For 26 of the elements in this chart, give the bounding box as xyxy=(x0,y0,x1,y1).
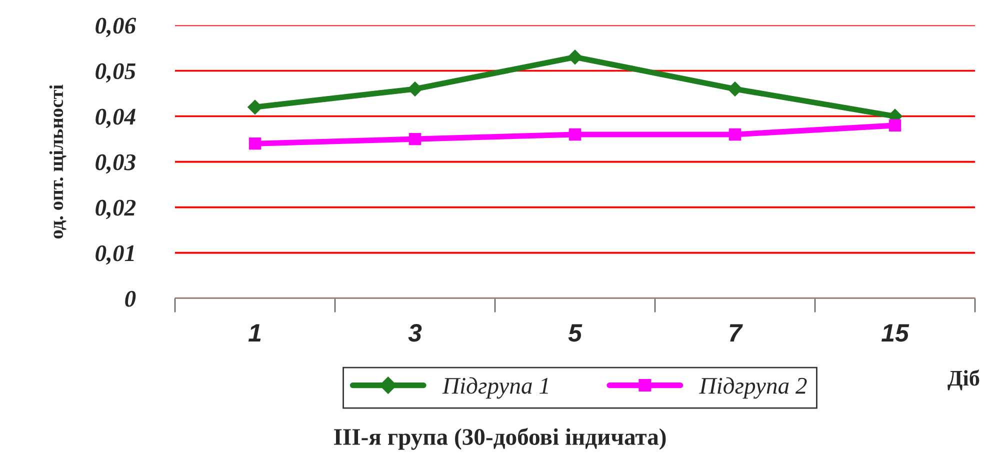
x-tick-label: 5 xyxy=(568,324,582,342)
point xyxy=(248,100,262,115)
x-tick-label: 1 xyxy=(248,324,261,342)
y-axis-title: од. опт. щільності xyxy=(49,84,66,239)
point xyxy=(568,128,582,141)
point xyxy=(408,82,422,96)
point xyxy=(568,50,582,64)
point xyxy=(888,119,902,132)
y-tick-label: 0,03 xyxy=(96,154,136,174)
point xyxy=(728,82,742,96)
x-tick-label: 7 xyxy=(730,324,743,342)
y-tick-label: 0,01 xyxy=(96,245,134,265)
y-tick-label: 0 xyxy=(125,290,136,307)
y-tick-label: 0,06 xyxy=(96,18,136,38)
x-tick-label: 3 xyxy=(408,324,422,342)
legend-label: Підгрупа 1 xyxy=(442,377,548,399)
y-tick-label: 0,02 xyxy=(96,200,136,220)
y-tick-label: 0,04 xyxy=(96,108,136,128)
y-tick-label: 0,05 xyxy=(96,63,136,83)
point xyxy=(728,128,742,141)
x-tick-label: 15 xyxy=(882,324,910,342)
point xyxy=(408,132,422,146)
legend-label: Підгрупа 2 xyxy=(699,377,807,399)
x-axis-title: Діб xyxy=(948,370,980,390)
text: ІІІ-я група (30-добові індичата) xyxy=(334,428,666,450)
point xyxy=(248,138,262,150)
